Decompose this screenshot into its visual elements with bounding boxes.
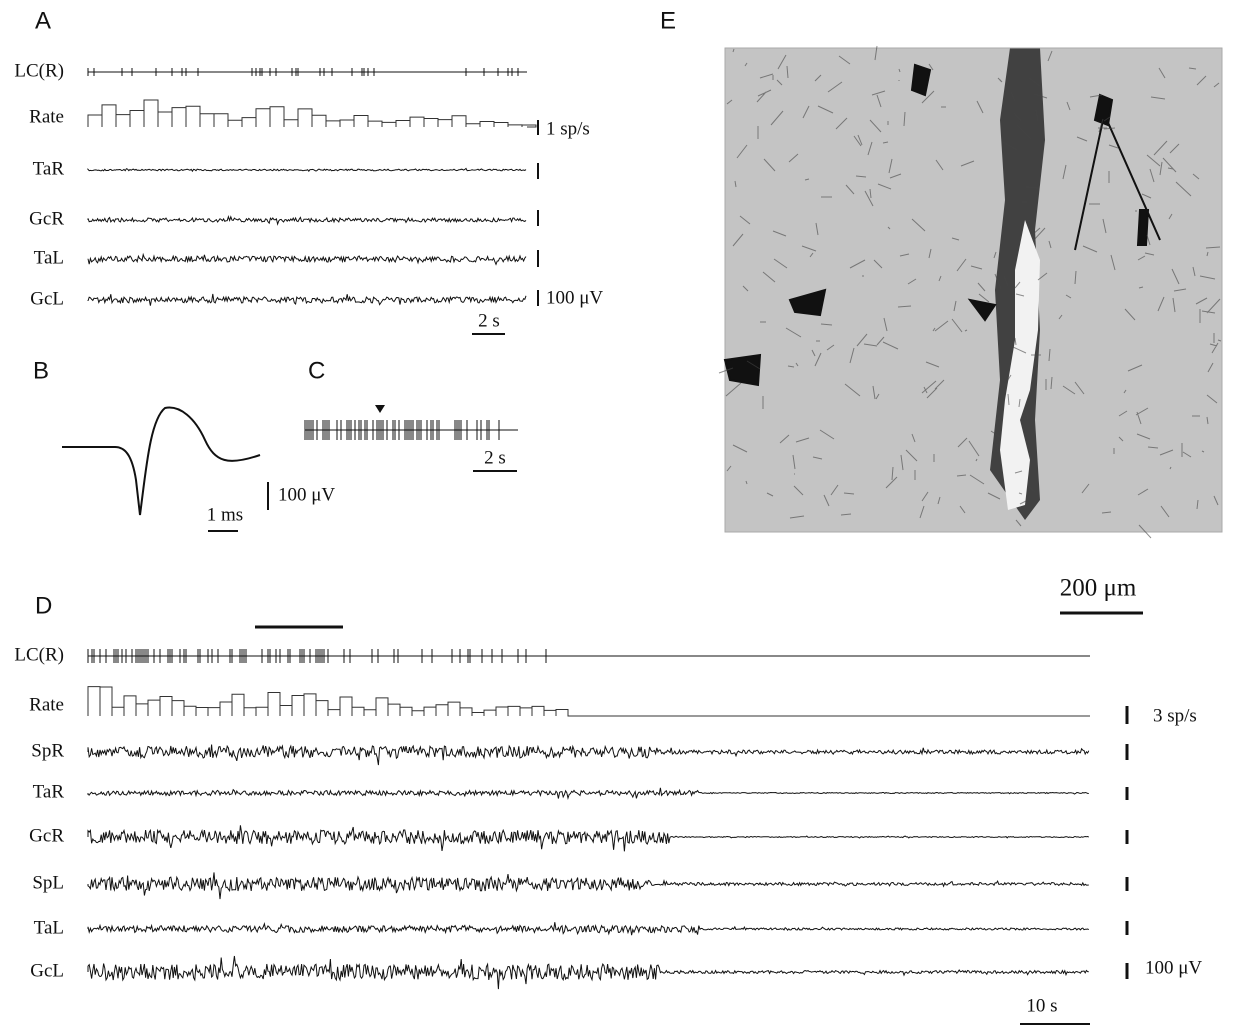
panel-label: C <box>308 357 325 384</box>
trace-label: TaR <box>33 781 65 802</box>
trace-label: TaL <box>34 917 64 938</box>
scale-label: 100 μV <box>1145 957 1202 978</box>
scale-label: 200 μm <box>1060 575 1137 602</box>
trace-label: Rate <box>29 694 64 715</box>
arrow-marker <box>375 405 385 413</box>
white-streak <box>1000 220 1040 510</box>
trace <box>87 922 1090 936</box>
trace-label: TaL <box>34 247 64 268</box>
trace <box>87 215 527 226</box>
spike-train <box>87 68 519 76</box>
micrograph-border <box>724 47 1223 533</box>
trace <box>87 167 527 173</box>
panel-label: E <box>660 7 676 34</box>
trace <box>87 252 527 266</box>
panel-label: B <box>33 357 49 384</box>
scale-label: 1 sp/s <box>546 118 590 139</box>
scale-label: 100 μV <box>546 287 603 308</box>
trace-label: GcR <box>29 208 64 229</box>
micrograph <box>725 48 1222 532</box>
trace <box>87 744 1090 766</box>
scale-label: 3 sp/s <box>1153 705 1197 726</box>
trace-label: LC(R) <box>14 644 64 665</box>
trace-label: LC(R) <box>14 60 64 81</box>
scale-label: 10 s <box>1026 995 1057 1016</box>
trace-label: Rate <box>29 106 64 127</box>
spike-train <box>304 420 500 440</box>
trace <box>87 825 1090 852</box>
trace <box>87 787 1089 800</box>
trace-label: SpR <box>31 740 64 761</box>
scale-label: 100 μV <box>278 484 335 505</box>
rate-histogram <box>87 686 1090 717</box>
scale-label: 2 s <box>484 447 506 468</box>
scale-label: 2 s <box>478 310 500 331</box>
trace-label: SpL <box>32 872 64 893</box>
waveform <box>62 406 261 516</box>
scale-label: 1 ms <box>207 504 243 525</box>
neuron-cells <box>723 63 1161 387</box>
trace <box>87 955 1089 990</box>
micrograph-texture <box>718 45 1222 539</box>
trace-label: TaR <box>33 158 65 179</box>
trace-label: GcL <box>30 960 64 981</box>
panel-label: D <box>35 592 52 619</box>
spike-train <box>87 649 547 663</box>
rate-histogram <box>87 99 537 128</box>
trace-label: GcL <box>30 288 64 309</box>
trace-label: GcR <box>29 825 64 846</box>
trace <box>87 293 527 306</box>
panel-label: A <box>35 7 51 34</box>
trace <box>87 872 1089 900</box>
